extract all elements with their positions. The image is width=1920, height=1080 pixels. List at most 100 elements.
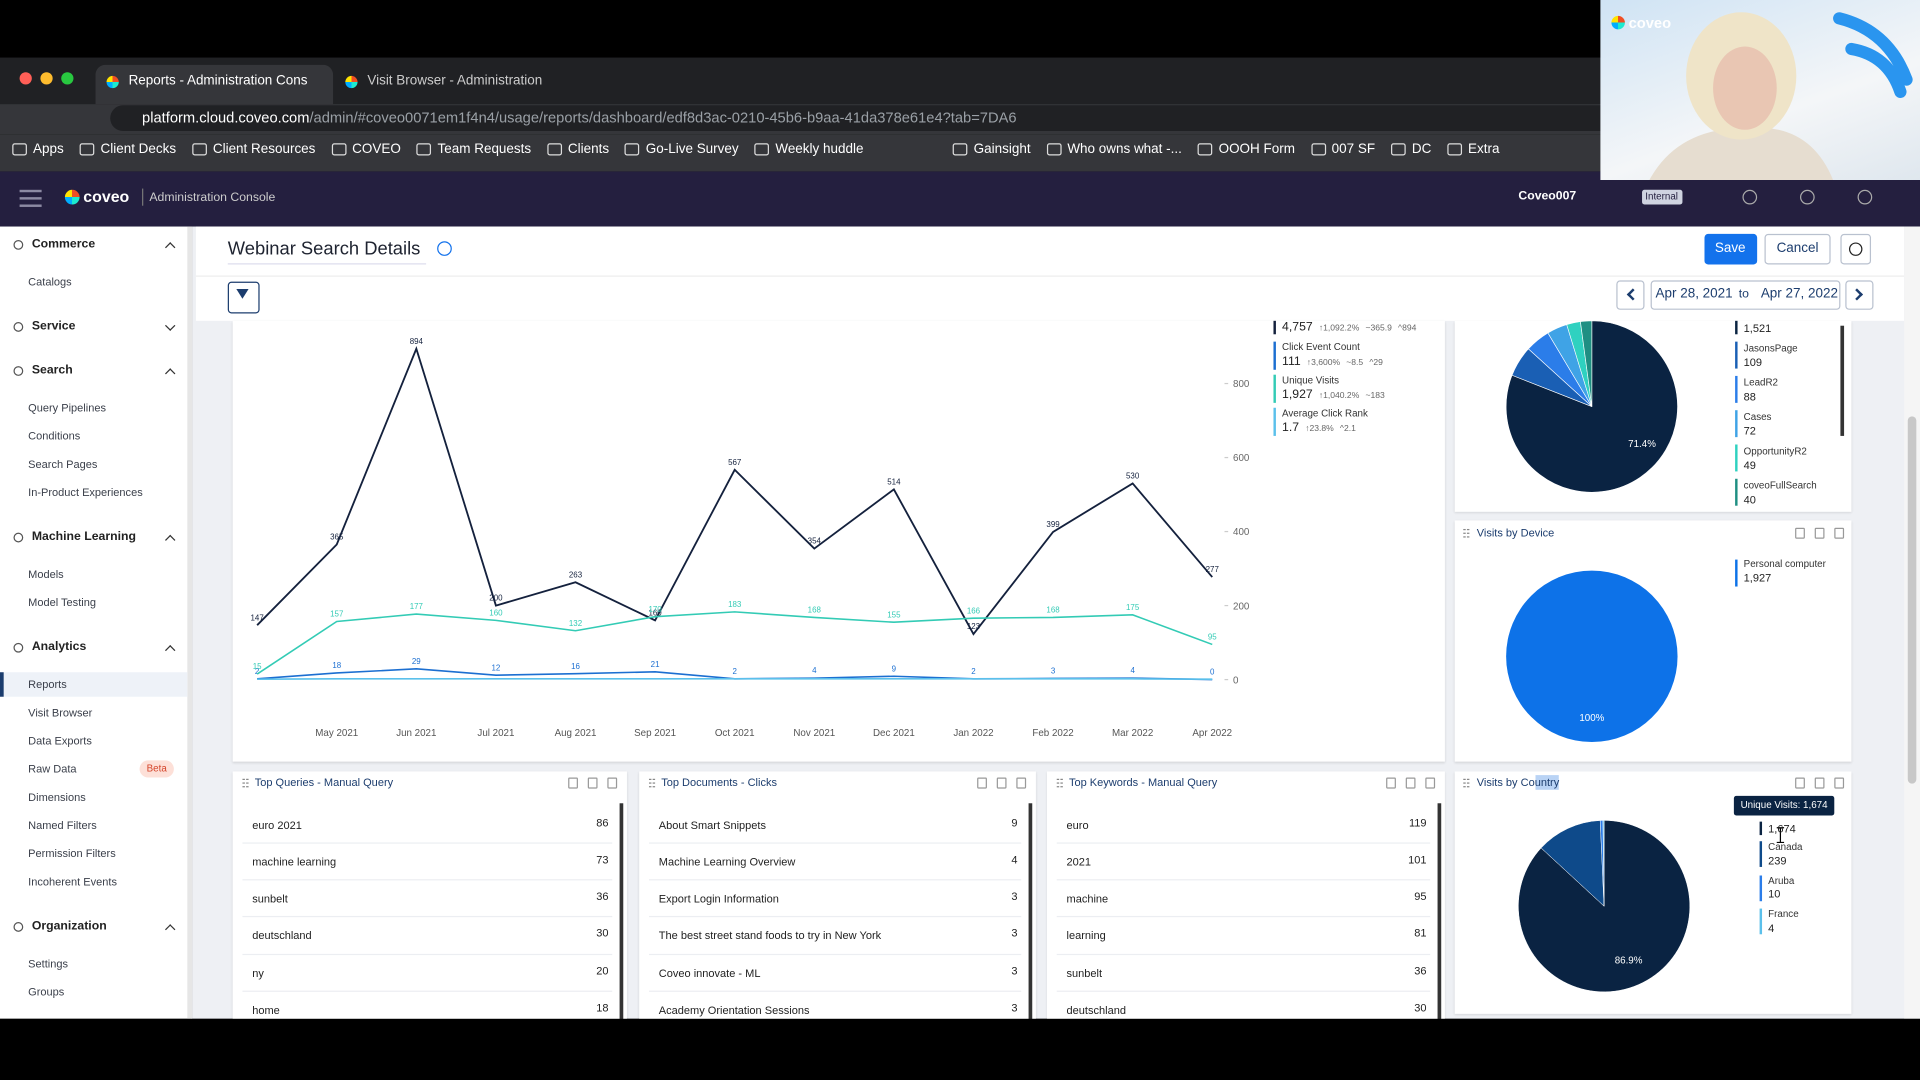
date-range[interactable] bbox=[1650, 280, 1841, 310]
row-label[interactable]: Machine Learning Overview bbox=[658, 855, 796, 869]
row-label[interactable]: 2021 bbox=[1066, 855, 1092, 869]
sidebar-scroll bbox=[187, 226, 193, 1019]
header-icon[interactable] bbox=[1742, 189, 1758, 205]
bookmark[interactable]: 007 SF bbox=[1310, 142, 1375, 157]
sidebar-item[interactable]: Named Filters bbox=[28, 818, 97, 832]
row-label[interactable]: deutschland bbox=[252, 929, 312, 942]
sidebar-section[interactable]: Search bbox=[31, 363, 73, 378]
sidebar-item[interactable]: Data Exports bbox=[28, 734, 92, 747]
save-label[interactable]: Save bbox=[1714, 241, 1746, 257]
header-icon[interactable] bbox=[1800, 189, 1815, 205]
sidebar-item[interactable]: Catalogs bbox=[28, 275, 72, 288]
card-tool[interactable] bbox=[1814, 777, 1825, 789]
sidebar-item[interactable]: Visit Browser bbox=[28, 706, 93, 719]
row-label[interactable]: euro bbox=[1066, 818, 1089, 832]
bookmark[interactable]: OOOH Form bbox=[1197, 142, 1295, 157]
date-from[interactable]: Apr 28, 2021 bbox=[1655, 286, 1733, 302]
org-name[interactable]: Coveo007 bbox=[1518, 189, 1577, 204]
sidebar-item[interactable]: Search Pages bbox=[28, 457, 98, 470]
data-label: 567 bbox=[728, 458, 742, 467]
sidebar-item[interactable]: Incoherent Events bbox=[28, 875, 117, 888]
card-tool[interactable] bbox=[1834, 527, 1845, 539]
row-label[interactable]: ny bbox=[252, 966, 264, 979]
pie-slice bbox=[1506, 570, 1678, 743]
bookmark[interactable]: Go-Live Survey bbox=[624, 142, 739, 157]
tab-title[interactable]: Visit Browser - Administration bbox=[367, 73, 543, 89]
row-label[interactable]: deutschland bbox=[1066, 1003, 1126, 1016]
bookmark[interactable]: Weekly huddle bbox=[754, 142, 863, 157]
bookmark[interactable]: COVEO bbox=[331, 142, 401, 157]
row-label[interactable]: The best street stand foods to try in Ne… bbox=[658, 929, 882, 942]
bookmark[interactable]: Clients bbox=[547, 142, 609, 157]
sidebar-item[interactable]: Groups bbox=[28, 985, 65, 998]
sidebar-item[interactable]: Model Testing bbox=[28, 595, 96, 609]
row-label[interactable]: euro 2021 bbox=[252, 818, 302, 832]
y-tick-label: 600 bbox=[1233, 453, 1250, 464]
sidebar-item[interactable]: Permission Filters bbox=[28, 846, 116, 860]
row-divider bbox=[242, 842, 613, 844]
bookmark[interactable]: Extra bbox=[1447, 142, 1499, 157]
card-tool[interactable] bbox=[1834, 777, 1845, 789]
bookmark[interactable]: DC bbox=[1391, 142, 1431, 157]
bookmark[interactable]: Team Requests bbox=[416, 142, 531, 157]
sidebar-item[interactable]: Dimensions bbox=[28, 790, 86, 803]
card-tool[interactable] bbox=[587, 777, 598, 789]
row-label[interactable]: machine learning bbox=[252, 855, 337, 869]
bookmark[interactable]: Gainsight bbox=[952, 142, 1031, 157]
row-label[interactable]: About Smart Snippets bbox=[658, 818, 766, 832]
bookmark[interactable]: Client Resources bbox=[192, 142, 315, 157]
tab-title[interactable]: Reports - Administration Cons bbox=[128, 73, 308, 89]
menu-line[interactable] bbox=[19, 204, 42, 207]
row-label[interactable]: sunbelt bbox=[252, 892, 288, 906]
save-button[interactable] bbox=[1704, 233, 1758, 265]
sidebar-item[interactable]: Models bbox=[28, 567, 64, 581]
bookmark[interactable]: Client Decks bbox=[79, 142, 176, 157]
card-tool[interactable] bbox=[1386, 777, 1396, 789]
card-tool[interactable] bbox=[977, 777, 987, 789]
sidebar-section[interactable]: Analytics bbox=[31, 640, 87, 654]
row-label[interactable]: sunbelt bbox=[1066, 966, 1103, 979]
cancel-label[interactable]: Cancel bbox=[1776, 241, 1819, 257]
sidebar-item[interactable]: Reports bbox=[28, 677, 67, 691]
sidebar-section[interactable]: Service bbox=[31, 319, 76, 334]
window-button[interactable] bbox=[61, 72, 74, 85]
next-date[interactable] bbox=[1845, 280, 1874, 310]
row-label[interactable]: home bbox=[252, 1003, 280, 1016]
card-tool[interactable] bbox=[1405, 777, 1416, 789]
sidebar-section[interactable]: Organization bbox=[31, 919, 107, 934]
filter-button[interactable] bbox=[227, 281, 260, 314]
window-button[interactable] bbox=[19, 72, 32, 85]
row-label[interactable]: Export Login Information bbox=[658, 892, 779, 906]
row-label[interactable]: machine bbox=[1066, 892, 1109, 906]
card-tool[interactable] bbox=[607, 777, 618, 789]
row-label[interactable]: Coveo innovate - ML bbox=[658, 966, 761, 979]
sidebar-item[interactable]: Query Pipelines bbox=[28, 401, 106, 414]
url-pill[interactable] bbox=[110, 105, 1617, 132]
date-to[interactable]: Apr 27, 2022 bbox=[1760, 286, 1838, 302]
card-tool[interactable] bbox=[1814, 527, 1825, 539]
header-icon[interactable] bbox=[1857, 189, 1873, 205]
sidebar-item[interactable]: In-Product Experiences bbox=[28, 485, 143, 498]
row-label[interactable]: learning bbox=[1066, 929, 1106, 942]
card-tool[interactable] bbox=[1795, 777, 1805, 789]
menu-line[interactable] bbox=[19, 189, 42, 192]
sidebar-item[interactable]: Raw Data bbox=[28, 762, 77, 775]
card-tool[interactable] bbox=[996, 777, 1007, 789]
prev-date[interactable] bbox=[1616, 280, 1645, 310]
sidebar-section[interactable]: Machine Learning bbox=[31, 530, 136, 544]
help-icon[interactable] bbox=[437, 241, 452, 256]
card-tool[interactable] bbox=[1795, 527, 1805, 539]
bookmark[interactable]: Who owns what -... bbox=[1046, 142, 1182, 157]
card-tool[interactable] bbox=[1425, 777, 1436, 789]
card-tool[interactable] bbox=[1016, 777, 1027, 789]
cancel-button[interactable] bbox=[1764, 233, 1831, 265]
row-label[interactable]: Academy Orientation Sessions bbox=[658, 1003, 810, 1016]
sidebar-item[interactable]: Conditions bbox=[28, 429, 81, 442]
sidebar-section[interactable]: Commerce bbox=[31, 237, 96, 252]
bookmark-icon bbox=[79, 143, 95, 156]
bookmark[interactable]: Apps bbox=[12, 142, 64, 157]
menu-line[interactable] bbox=[19, 197, 42, 199]
card-tool[interactable] bbox=[568, 777, 578, 789]
window-button[interactable] bbox=[40, 72, 53, 85]
sidebar-item[interactable]: Settings bbox=[28, 957, 68, 970]
